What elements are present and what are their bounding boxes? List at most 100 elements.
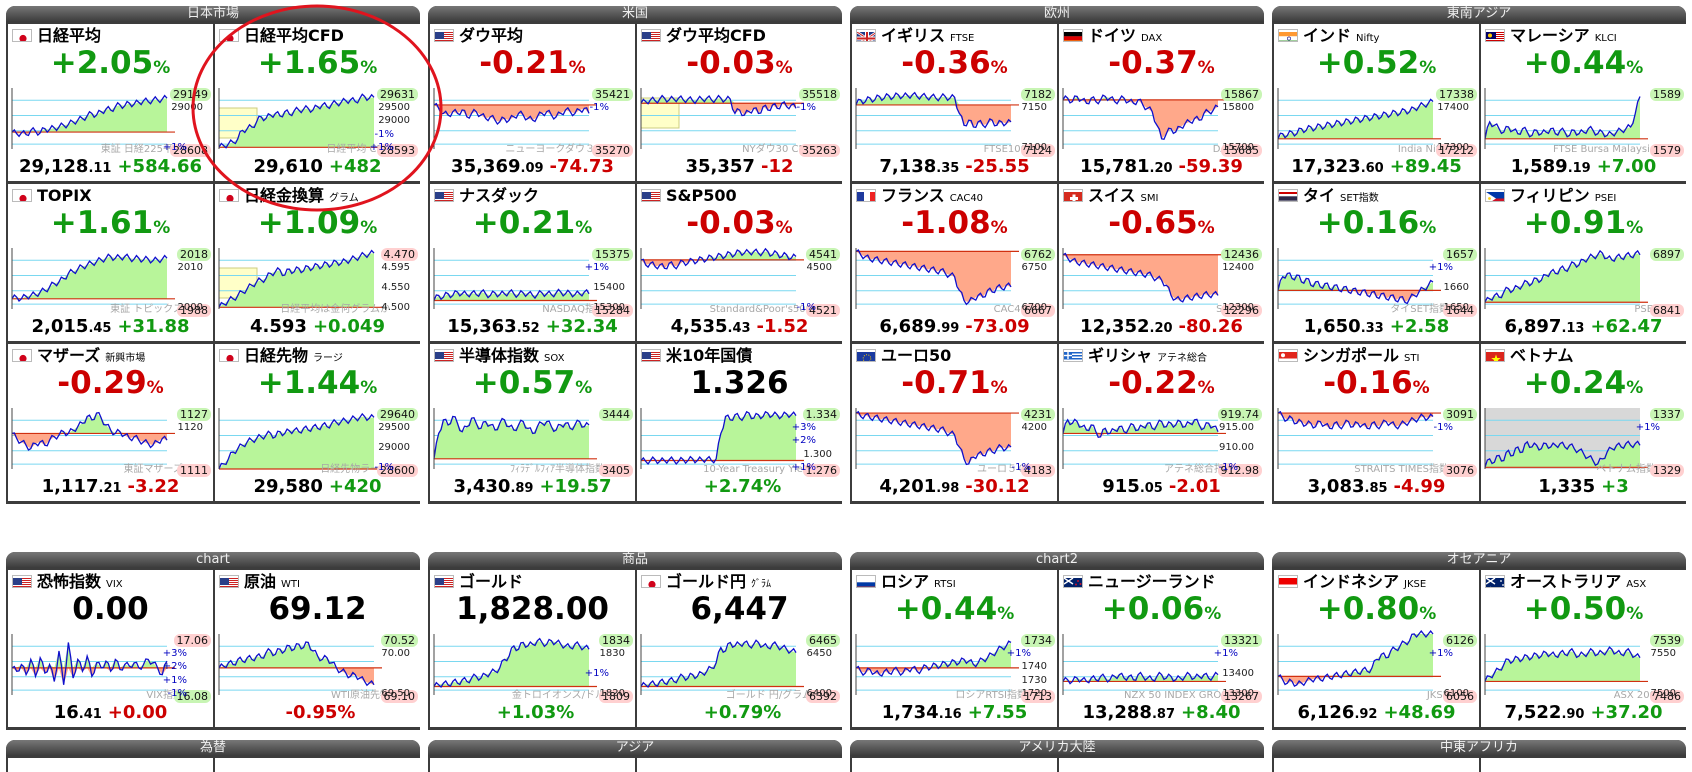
tile-title[interactable]: 恐怖指数 VIX (12, 572, 211, 592)
market-tile[interactable]: 半導体指数 SOX +0.57% 3,430.89 +19.57 ﾌｨﾗﾃﾞﾙﾌｨｱ… (430, 344, 635, 501)
tile-title[interactable]: 日経金換算 グラム (219, 186, 418, 206)
market-tile[interactable]: ロシア RTSI +0.44% 1,734.16 +7.55 ロシアRTSI指数 17… (852, 570, 1057, 727)
tile-title[interactable]: オーストラリア ASX (1485, 572, 1684, 592)
market-tile[interactable]: フィリピン PSEI +0.91% 6,897.13 +62.47 PSEI 6897… (1481, 184, 1686, 341)
tile-title[interactable]: ドイツ DAX (1063, 26, 1262, 46)
tile-title[interactable]: ナスダック (434, 186, 633, 206)
tile-title[interactable]: ユーロ50 (856, 346, 1055, 366)
intraday-chart[interactable] (430, 628, 635, 703)
market-tile[interactable]: インドネシア JKSE +0.80% 6,126.92 +48.69 JKSE 612… (1274, 570, 1479, 727)
market-tile[interactable]: 原油 WTI 69.12 -0.95% WTI原油先物 70.52 69.10 70.0… (215, 570, 420, 727)
intraday-chart[interactable] (1481, 82, 1686, 157)
intraday-chart[interactable] (852, 628, 1057, 703)
market-tile[interactable]: 日経平均 +2.05% 29,128.11 +584.66 東証 日経225平均 2… (8, 24, 213, 181)
tile-title[interactable]: ダウ平均 (434, 26, 633, 46)
market-tile-partial[interactable] (852, 758, 1057, 772)
market-tile-partial[interactable] (1481, 758, 1686, 772)
tile-title[interactable]: 米10年国債 (641, 346, 840, 366)
market-tile-partial[interactable] (637, 758, 842, 772)
tile-title[interactable]: 原油 WTI (219, 572, 418, 592)
market-tile-partial[interactable] (215, 758, 420, 772)
market-tile[interactable]: インド Nifty +0.52% 17,323.60 +89.45 India Ni… (1274, 24, 1479, 181)
tile-title[interactable]: ニュージーランド (1063, 572, 1262, 592)
market-tile[interactable]: フランス CAC40 -1.08% 6,689.99 -73.09 CAC40 676… (852, 184, 1057, 341)
tile-title[interactable]: TOPIX (12, 186, 211, 206)
tile-title[interactable]: 半導体指数 SOX (434, 346, 633, 366)
intraday-chart[interactable] (430, 242, 635, 317)
tile-title[interactable]: ギリシャ アテネ総合 (1063, 346, 1262, 366)
tile-title[interactable]: ベトナム (1485, 346, 1684, 366)
tile-title[interactable]: 日経先物 ラージ (219, 346, 418, 366)
intraday-chart[interactable] (8, 82, 213, 157)
tile-title[interactable]: 日経平均 (12, 26, 211, 46)
market-tile[interactable]: オーストラリア ASX +0.50% 7,522.90 +37.20 ASX 200… (1481, 570, 1686, 727)
market-tile-partial[interactable] (430, 758, 635, 772)
tile-title[interactable]: フランス CAC40 (856, 186, 1055, 206)
intraday-chart[interactable] (1481, 242, 1686, 317)
intraday-chart[interactable] (1274, 402, 1479, 477)
intraday-chart[interactable] (1481, 628, 1686, 703)
market-tile[interactable]: 日経金換算 グラム +1.09% 4.593 +0.049 日経平均は金何グラムか 4… (215, 184, 420, 341)
market-tile[interactable]: ゴールド円 ｸﾞﾗﾑ 6,447 +0.79% ゴールド 円/グラム 6465 639… (637, 570, 842, 727)
market-tile[interactable]: ゴールド 1,828.00 +1.03% 金トロイオンス/ドル 1834 1809 1… (430, 570, 635, 727)
intraday-chart[interactable] (1481, 402, 1686, 477)
intraday-chart[interactable] (1059, 82, 1264, 157)
market-tile[interactable]: 日経先物 ラージ +1.44% 29,580 +420 日経先物ラージ 29640 28… (215, 344, 420, 501)
intraday-chart[interactable] (1274, 242, 1479, 317)
market-tile[interactable]: ギリシャ アテネ総合 -0.22% 915.05 -2.01 アテネ総合指数 919.… (1059, 344, 1264, 501)
market-tile[interactable]: 米10年国債 1.326 +2.74% 10-Year Treasury Yie… (637, 344, 842, 501)
tile-title[interactable]: マザーズ 新興市場 (12, 346, 211, 366)
market-tile[interactable]: TOPIX +1.61% 2,015.45 +31.88 東証 トピックス 2018… (8, 184, 213, 341)
market-tile[interactable]: 日経平均CFD +1.65% 29,610 +482 日経平均 CFD 29631 2… (215, 24, 420, 181)
market-tile[interactable]: ユーロ50 -0.71% 4,201.98 -30.12 ユーロ５０ 4231 418… (852, 344, 1057, 501)
intraday-chart[interactable] (1059, 628, 1264, 703)
tile-title[interactable]: S&P500 (641, 186, 840, 206)
market-tile[interactable]: マレーシア KLCI +0.44% 1,589.19 +7.00 FTSE Burs… (1481, 24, 1686, 181)
intraday-chart[interactable] (8, 628, 213, 703)
market-tile-partial[interactable] (1274, 758, 1479, 772)
tile-title[interactable]: スイス SMI (1063, 186, 1262, 206)
market-tile[interactable]: ダウ平均 -0.21% 35,369.09 -74.73 ニューヨークダウ３０ 35… (430, 24, 635, 181)
intraday-chart[interactable] (1059, 242, 1264, 317)
market-tile[interactable]: S&P500 -0.03% 4,535.43 -1.52 Standard&Poo… (637, 184, 842, 341)
intraday-chart[interactable] (637, 628, 842, 703)
intraday-chart[interactable] (852, 402, 1057, 477)
intraday-chart[interactable] (637, 82, 842, 157)
tile-title[interactable]: イギリス FTSE (856, 26, 1055, 46)
intraday-chart[interactable] (637, 402, 842, 477)
market-tile[interactable]: タイ SET指数 +0.16% 1,650.33 +2.58 タイSET指数 1657… (1274, 184, 1479, 341)
tile-title[interactable]: シンガポール STI (1278, 346, 1477, 366)
tile-title[interactable]: タイ SET指数 (1278, 186, 1477, 206)
market-tile[interactable]: ダウ平均CFD -0.03% 35,357 -12 NYダウ30 CFD 35518… (637, 24, 842, 181)
tile-title[interactable]: ダウ平均CFD (641, 26, 840, 46)
tile-title[interactable]: フィリピン PSEI (1485, 186, 1684, 206)
tile-title[interactable]: ロシア RTSI (856, 572, 1055, 592)
market-tile[interactable]: イギリス FTSE -0.36% 7,138.35 -25.55 FTSE100 71… (852, 24, 1057, 181)
market-tile[interactable]: シンガポール STI -0.16% 3,083.85 -4.99 STRAITS T… (1274, 344, 1479, 501)
market-tile[interactable]: ナスダック +0.21% 15,363.52 +32.34 NASDAQ指数 153… (430, 184, 635, 341)
intraday-chart[interactable] (852, 242, 1057, 317)
market-tile[interactable]: マザーズ 新興市場 -0.29% 1,117.21 -3.22 東証マザーズ 1127… (8, 344, 213, 501)
tile-title[interactable]: マレーシア KLCI (1485, 26, 1684, 46)
intraday-chart[interactable] (852, 82, 1057, 157)
intraday-chart[interactable] (215, 402, 420, 477)
intraday-chart[interactable] (215, 242, 420, 317)
market-tile-partial[interactable] (8, 758, 213, 772)
intraday-chart[interactable] (8, 242, 213, 317)
intraday-chart[interactable] (1059, 402, 1264, 477)
market-tile-partial[interactable] (1059, 758, 1264, 772)
market-tile[interactable]: ベトナム +0.24% 1,335 +3 ベトナム指数 1337 1329 +1% (1481, 344, 1686, 501)
tile-title[interactable]: ゴールド円 ｸﾞﾗﾑ (641, 572, 840, 592)
tile-title[interactable]: ゴールド (434, 572, 633, 592)
market-tile[interactable]: ニュージーランド +0.06% 13,288.87 +8.40 NZX 50 IN… (1059, 570, 1264, 727)
intraday-chart[interactable] (1274, 82, 1479, 157)
intraday-chart[interactable] (1274, 628, 1479, 703)
tile-title[interactable]: インドネシア JKSE (1278, 572, 1477, 592)
intraday-chart[interactable] (8, 402, 213, 477)
market-tile[interactable]: 恐怖指数 VIX 0.00 16.41 +0.00 VIX指数 17.06 16.08 +… (8, 570, 213, 727)
intraday-chart[interactable] (430, 402, 635, 477)
intraday-chart[interactable] (637, 242, 842, 317)
tile-title[interactable]: 日経平均CFD (219, 26, 418, 46)
intraday-chart[interactable] (215, 628, 420, 703)
